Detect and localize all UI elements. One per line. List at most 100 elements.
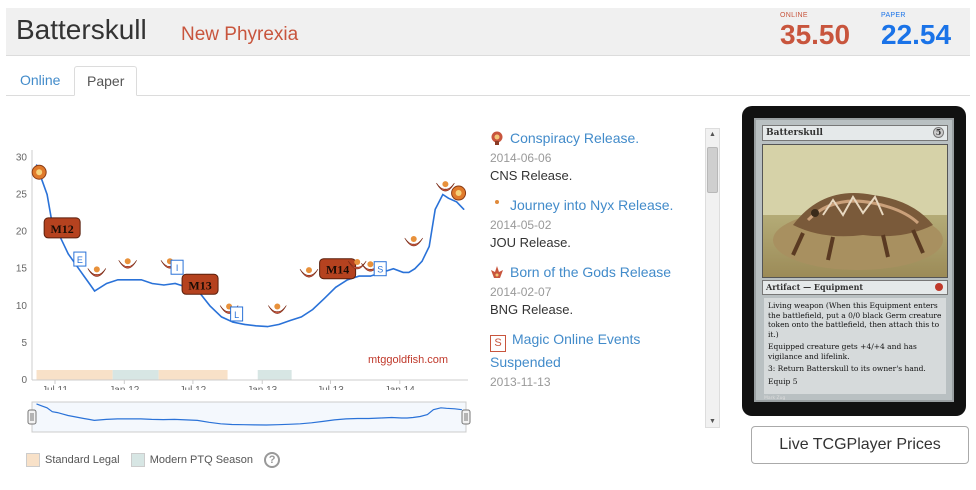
tcgplayer-prices-button[interactable]: Live TCGPlayer Prices [751,426,969,464]
card-title-bar: Batterskull 5 [762,125,948,141]
card-rules-text: Living weapon (When this Equipment enter… [764,298,946,394]
online-price-label: ONLINE [780,12,808,19]
price-point [447,197,450,199]
x-tick-label: Jul 12 [180,385,207,390]
event-title-link[interactable]: Journey into Nyx Release. [490,195,702,216]
price-point [456,201,458,203]
price-point [402,271,404,274]
price-line [35,164,465,328]
season-band [112,370,159,380]
set-crest-marker [436,182,455,192]
paper-price-value: 22.54 [881,19,952,50]
set-crest-marker [268,305,287,314]
set-name-link[interactable]: New Phyrexia [181,24,299,45]
price-point [140,279,142,281]
card-type-line: Artifact — Equipment [762,280,948,295]
help-icon[interactable]: ? [264,452,281,468]
price-point [151,282,153,285]
price-point [312,308,314,311]
event-item: S Magic Online Events Suspended 2013-11-1… [490,329,702,391]
legend-standard: Standard Legal [26,453,120,467]
core-set-label: M12 [50,222,73,236]
price-point [83,275,85,277]
y-tick-label: 5 [21,338,27,349]
price-point [220,316,223,318]
y-tick-label: 10 [16,301,28,312]
price-point [289,320,291,322]
set-crest-core [305,267,312,274]
card-rule: Equip 5 [768,376,798,386]
paper-price-label: PAPER [881,12,906,19]
price-point [88,282,90,285]
season-band [257,370,292,380]
event-box-label: E [77,255,83,265]
y-tick-label: 15 [16,264,28,275]
event-box-marker [230,306,244,322]
events-list: Conspiracy Release. 2014-06-06 CNS Relea… [490,128,702,428]
event-box-label: I [176,263,179,273]
card-face: Batterskull 5 Artifact — Equipment Livin… [754,118,954,402]
y-tick-label: 30 [16,152,28,163]
x-tick-label: Jan 14 [385,385,415,390]
price-point [428,245,430,248]
price-point [369,275,371,277]
card-image: Batterskull 5 Artifact — Equipment Livin… [742,106,966,416]
set-shield-core [36,169,43,176]
core-set-marker [181,273,219,295]
price-point [463,208,465,210]
event-title-link[interactable]: Born of the Gods Release [490,262,702,283]
tab-paper[interactable]: Paper [74,66,138,96]
card-type-text: Artifact — Equipment [766,282,864,292]
conspiracy-icon [491,131,503,145]
price-point [421,260,423,262]
chart-navigator[interactable] [26,398,472,438]
x-tick-label: Jan 13 [247,385,277,390]
x-tick-label: Jul 13 [317,385,344,390]
y-tick-label: 25 [16,190,28,201]
event-desc: JOU Release. [490,235,571,250]
navigator-svg [27,401,471,433]
set-shield-core [455,190,462,197]
events-scrollbar[interactable]: ▲ ▼ [705,128,720,428]
card-artist: Mark Zug [764,396,786,401]
y-tick-label: 0 [21,375,27,386]
scroll-thumb[interactable] [707,147,718,193]
x-tick-label: Jul 11 [42,385,68,390]
card-art [762,144,948,278]
set-crest-core [124,258,131,265]
legend-ptq-swatch [130,453,145,467]
price-point [129,279,131,281]
price-point [163,284,165,286]
event-desc: BNG Release. [490,302,574,317]
price-point [414,268,416,270]
event-title-link[interactable]: S Magic Online Events Suspended [490,331,641,370]
set-crest-core [93,266,100,273]
price-point [243,323,246,325]
price-point [335,286,337,288]
legend-ptq-label: Modern PTQ Season [149,453,254,466]
core-set-marker [43,217,81,239]
price-point [346,279,349,281]
price-point [323,297,326,299]
price-point [117,279,119,281]
price-tabs: Online Paper [6,66,970,96]
core-set-label: M13 [188,278,211,292]
s-box-icon: S [490,335,506,352]
tab-online[interactable]: Online [20,72,61,88]
price-point [46,193,48,196]
online-price-box: ONLINE 35.50 [780,12,850,50]
scroll-up-icon[interactable]: ▲ [709,131,716,138]
price-chart-svg: 0 5 10 15 20 25 30 Jul 11 Jan 12 Jul 12 Jan 13 Jul … [16,150,468,396]
price-point [255,325,257,327]
price-point [408,271,410,274]
scroll-down-icon[interactable]: ▼ [709,418,716,425]
y-tick-label: 20 [16,227,28,238]
bng-set-icon [491,266,503,278]
price-chart[interactable]: 0 5 10 15 20 25 30 Jul 11 Jan 12 Jul 12 Jan 13 Jul … [10,140,480,396]
event-title-link[interactable]: Conspiracy Release. [490,128,702,149]
price-point [174,282,176,285]
event-date: 2014-05-02 [490,218,552,232]
event-date: 2013-11-13 [490,375,551,389]
set-crest-marker [87,268,107,277]
set-crest-marker [404,237,423,247]
